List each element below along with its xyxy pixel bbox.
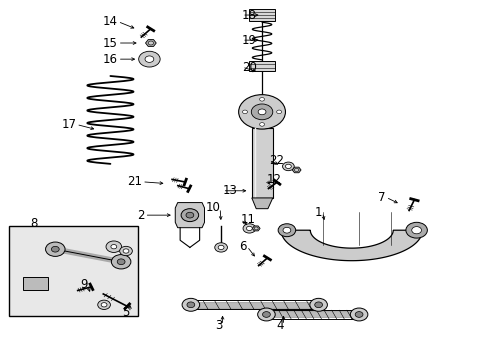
Circle shape [309, 298, 327, 311]
Circle shape [411, 226, 421, 234]
Circle shape [278, 224, 295, 237]
Circle shape [254, 227, 258, 230]
Circle shape [314, 302, 322, 308]
Text: 5: 5 [122, 306, 130, 319]
Polygon shape [145, 40, 156, 46]
Circle shape [45, 242, 65, 256]
Text: 16: 16 [102, 53, 118, 66]
Text: 7: 7 [378, 191, 385, 204]
Text: 10: 10 [205, 202, 220, 215]
Circle shape [51, 246, 59, 252]
Circle shape [98, 300, 110, 310]
Polygon shape [251, 198, 272, 209]
Bar [249, 61, 275, 71]
Circle shape [243, 224, 255, 233]
Circle shape [106, 241, 122, 252]
Polygon shape [252, 226, 260, 231]
Circle shape [258, 109, 265, 115]
Text: 11: 11 [240, 213, 255, 226]
Text: 19: 19 [242, 33, 257, 47]
Circle shape [182, 298, 199, 311]
Text: 14: 14 [102, 15, 118, 28]
Circle shape [123, 249, 129, 253]
Polygon shape [292, 167, 301, 173]
Circle shape [262, 312, 270, 318]
Circle shape [276, 110, 281, 114]
Text: 1: 1 [314, 206, 322, 219]
Circle shape [218, 245, 224, 249]
Circle shape [181, 209, 198, 222]
Text: 12: 12 [266, 173, 281, 186]
Circle shape [117, 259, 125, 265]
Text: 2: 2 [137, 209, 144, 222]
Circle shape [242, 110, 247, 114]
Circle shape [285, 164, 291, 168]
Text: 13: 13 [222, 184, 237, 197]
Circle shape [145, 56, 154, 62]
Circle shape [101, 303, 107, 307]
Text: 8: 8 [30, 216, 37, 230]
Circle shape [294, 168, 298, 172]
Circle shape [251, 104, 272, 120]
Text: 22: 22 [268, 154, 284, 167]
Circle shape [283, 227, 290, 233]
Bar [22, 277, 48, 290]
Circle shape [257, 308, 275, 321]
Text: 9: 9 [80, 278, 87, 291]
Circle shape [349, 308, 367, 321]
Text: 17: 17 [61, 118, 76, 131]
Bar [251, 128, 272, 198]
Text: 15: 15 [102, 36, 118, 50]
Text: 3: 3 [215, 319, 222, 332]
Polygon shape [281, 230, 422, 261]
Polygon shape [175, 203, 204, 228]
Text: 4: 4 [275, 319, 283, 332]
Circle shape [186, 302, 194, 308]
Circle shape [120, 246, 132, 256]
Circle shape [148, 41, 153, 45]
Text: 21: 21 [127, 175, 142, 188]
Circle shape [354, 312, 362, 318]
Circle shape [238, 95, 285, 129]
Circle shape [246, 226, 252, 230]
Circle shape [185, 212, 193, 218]
Circle shape [282, 162, 294, 171]
Circle shape [259, 98, 264, 101]
Circle shape [259, 123, 264, 126]
Bar [9, 226, 138, 316]
Bar [249, 9, 275, 21]
Circle shape [139, 51, 160, 67]
Text: 18: 18 [242, 9, 256, 22]
Circle shape [405, 222, 427, 238]
Text: 20: 20 [242, 60, 256, 73]
Circle shape [214, 243, 227, 252]
Circle shape [111, 255, 131, 269]
Circle shape [111, 244, 117, 249]
Text: 6: 6 [239, 240, 246, 253]
